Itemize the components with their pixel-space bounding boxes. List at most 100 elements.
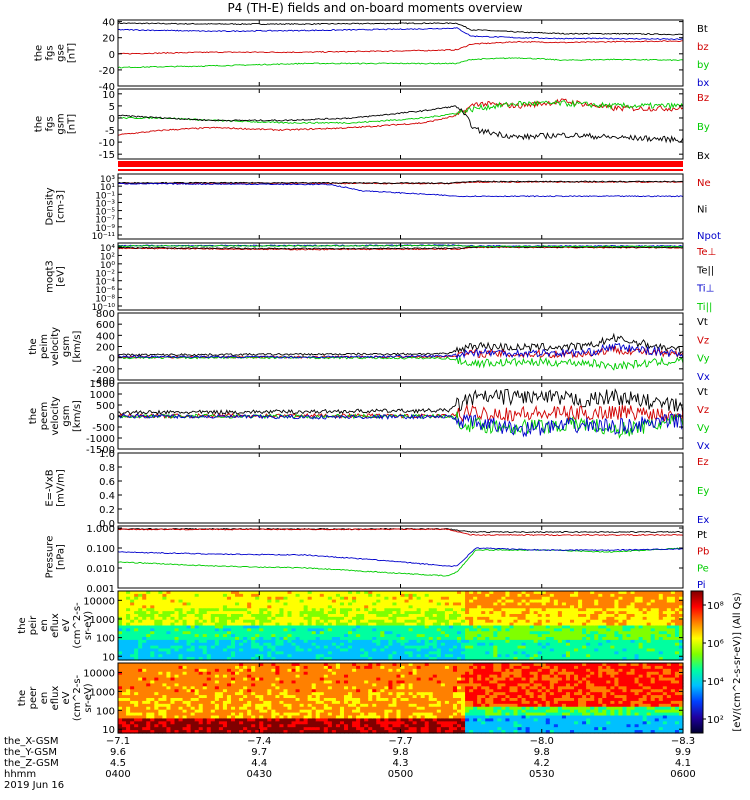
heatmap-cell [525, 642, 531, 647]
heatmap-cell [541, 645, 547, 650]
heatmap-cell [138, 724, 143, 728]
heatmap-cell [210, 674, 216, 679]
heatmap-cell [323, 637, 329, 641]
heatmap-cell [630, 602, 636, 606]
heatmap-cell [206, 671, 212, 676]
heatmap-cell [283, 712, 289, 717]
heatmap-cell [283, 639, 289, 644]
heatmap-cell [303, 622, 309, 627]
heatmap-cell [452, 605, 458, 609]
heatmap-cell [154, 599, 159, 604]
heatmap-cell [485, 634, 490, 638]
heatmap-cell [376, 648, 381, 652]
heatmap-cell [182, 692, 188, 696]
heatmap-cell [489, 614, 494, 618]
heatmap-cell [678, 608, 684, 612]
heatmap-cell [582, 628, 587, 632]
heatmap-cell [202, 639, 208, 644]
heatmap-cell [150, 614, 155, 618]
heatmap-cell [610, 631, 615, 635]
heatmap-cell [364, 634, 369, 638]
heatmap-cell [263, 703, 268, 708]
heatmap-cell [231, 634, 236, 638]
heatmap-cell [174, 695, 180, 699]
heatmap-cell [549, 628, 555, 632]
heatmap-cell [255, 611, 260, 615]
heatmap-cell [521, 622, 527, 627]
heatmap-cell [630, 637, 636, 641]
heatmap-cell [206, 599, 212, 604]
heatmap-cell [642, 619, 648, 624]
heatmap-cell [311, 683, 317, 687]
heatmap-cell [553, 591, 559, 595]
heatmap-cell [630, 648, 636, 652]
heatmap-cell [327, 599, 333, 604]
heatmap-cell [271, 608, 276, 612]
heatmap-cell [202, 674, 208, 679]
heatmap-cell [126, 695, 131, 699]
heatmap-cell [287, 619, 293, 624]
heatmap-cell [118, 730, 123, 734]
heatmap-cell [315, 700, 321, 705]
heatmap-cell [226, 683, 232, 687]
heatmap-cell [396, 637, 402, 641]
heatmap-cell [670, 593, 676, 598]
heatmap-cell [231, 674, 236, 679]
heatmap-cell [465, 625, 470, 629]
heatmap-cell [473, 602, 478, 606]
heatmap-cell [263, 695, 268, 699]
heatmap-cell [158, 596, 163, 601]
heatmap-cell [226, 709, 232, 714]
heatmap-cell [448, 602, 454, 606]
heatmap-cell [388, 616, 394, 621]
heatmap-cell [412, 654, 418, 658]
heatmap-cell [376, 637, 381, 641]
heatmap-cell [436, 608, 442, 612]
heatmap-cell [247, 700, 252, 705]
heatmap-cell [578, 602, 583, 606]
heatmap-cell [380, 625, 385, 629]
heatmap-cell [166, 668, 172, 673]
heatmap-cell [319, 637, 325, 641]
heatmap-cell [319, 602, 325, 606]
ylabel-line: eV [61, 619, 72, 632]
heatmap-cell [138, 593, 143, 598]
heatmap-cell [150, 721, 155, 725]
heatmap-cell [356, 625, 361, 629]
heatmap-cell [331, 611, 337, 615]
heatmap-cell [436, 599, 442, 604]
heatmap-cell [307, 657, 313, 661]
heatmap-cell [287, 611, 293, 615]
heatmap-cell [368, 608, 373, 612]
heatmap-cell [259, 689, 264, 693]
heatmap-cell [118, 602, 123, 606]
heatmap-cell [339, 639, 345, 644]
heatmap-cell [291, 639, 297, 644]
heatmap-cell [198, 608, 204, 612]
heatmap-cell [352, 602, 357, 606]
heatmap-cell [291, 596, 297, 601]
heatmap-cell [311, 611, 317, 615]
y-tick-label: 0 [109, 354, 115, 365]
heatmap-cell [315, 706, 321, 711]
heatmap-cell [598, 625, 603, 629]
heatmap-cell [331, 674, 337, 679]
heatmap-cell [170, 602, 176, 606]
heatmap-cell [501, 654, 507, 658]
heatmap-cell [283, 628, 289, 632]
heatmap-cell [267, 619, 272, 624]
heatmap-cell [574, 593, 579, 598]
heatmap-cell [331, 608, 337, 612]
heatmap-cell [311, 677, 317, 682]
heatmap-cell [198, 671, 204, 676]
heatmap-cell [146, 715, 151, 720]
heatmap-cell [335, 622, 341, 627]
heatmap-cell [331, 639, 337, 644]
heatmap-cell [118, 700, 123, 705]
heatmap-cell [630, 614, 636, 618]
heatmap-cell [412, 602, 418, 606]
heatmap-cell [461, 645, 466, 650]
heatmap-cell [368, 651, 373, 655]
heatmap-cell [404, 651, 410, 655]
heatmap-cell [323, 730, 329, 734]
